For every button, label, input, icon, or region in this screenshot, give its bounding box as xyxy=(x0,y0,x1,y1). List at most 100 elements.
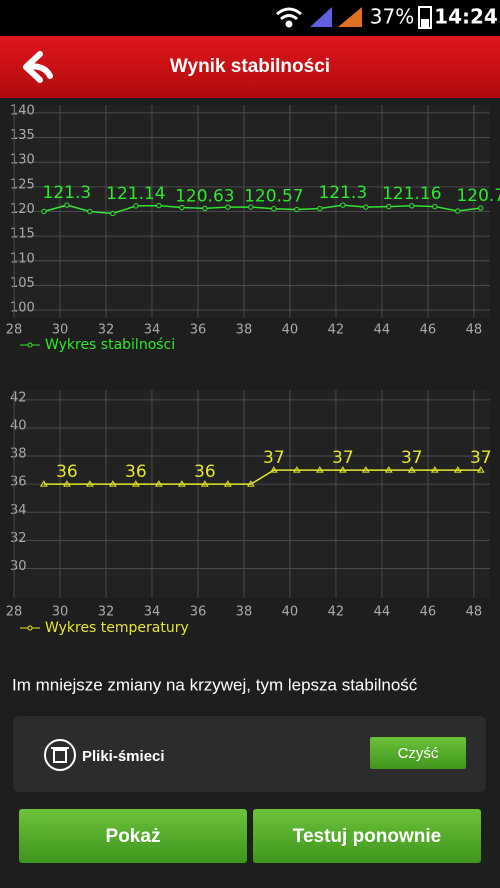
data-point xyxy=(248,204,254,210)
data-label: 121.16 xyxy=(382,184,441,204)
battery-icon xyxy=(418,6,432,29)
status-bar xyxy=(0,0,500,36)
x-tick-label: 46 xyxy=(420,605,437,620)
data-point xyxy=(430,466,439,473)
data-point xyxy=(269,466,278,473)
data-point xyxy=(386,203,392,210)
y-tick-label: 130 xyxy=(10,153,35,168)
data-point xyxy=(154,480,163,487)
y-tick-label: 140 xyxy=(10,103,35,118)
x-tick-label: 40 xyxy=(282,323,299,338)
retest-button-text: Testuj ponownie xyxy=(293,826,441,847)
header-title: Wynik stabilności xyxy=(170,56,330,77)
data-label: 120.63 xyxy=(175,186,234,206)
battery-level xyxy=(421,19,429,27)
x-tick-label: 34 xyxy=(144,323,161,338)
data-point xyxy=(361,466,370,473)
data-label: 37 xyxy=(470,448,492,468)
y-tick-label: 38 xyxy=(10,447,27,462)
x-tick-label: 38 xyxy=(236,605,253,620)
x-tick-label: 28 xyxy=(6,323,23,338)
data-point xyxy=(200,480,209,487)
data-point xyxy=(179,204,185,211)
data-line xyxy=(43,204,481,215)
data-point xyxy=(409,203,415,209)
data-label: 36 xyxy=(125,462,147,482)
data-label: 37 xyxy=(401,448,423,468)
data-point xyxy=(223,480,232,487)
data-point xyxy=(340,202,346,208)
data-point xyxy=(177,480,186,487)
hint-text: Im mniejsze zmiany na krzywej, tym lepsz… xyxy=(12,675,418,694)
x-tick-label: 44 xyxy=(374,323,391,338)
x-tick-label: 40 xyxy=(282,605,299,620)
y-tick-label: 135 xyxy=(10,128,35,143)
x-tick-label: 48 xyxy=(466,323,483,338)
y-tick-label: 100 xyxy=(10,301,35,316)
data-label: 36 xyxy=(56,462,78,482)
trash-icon xyxy=(44,739,76,771)
y-tick-label: 32 xyxy=(10,531,27,546)
data-label: 121.14 xyxy=(106,184,165,204)
wifi-icon xyxy=(276,7,302,28)
data-label: 121.3 xyxy=(43,183,92,203)
x-tick-label: 42 xyxy=(328,323,345,338)
x-tick-label: 30 xyxy=(52,323,69,338)
data-line xyxy=(43,469,481,485)
data-point xyxy=(41,208,47,215)
clock: 14:24 xyxy=(434,5,498,29)
data-point xyxy=(108,480,117,487)
data-point xyxy=(63,480,71,487)
header xyxy=(0,36,500,98)
plot-area xyxy=(14,390,490,598)
signal-icon xyxy=(310,7,332,27)
junk-panel xyxy=(13,716,486,792)
clean-button[interactable] xyxy=(370,737,466,769)
data-point xyxy=(86,480,94,487)
y-tick-label: 36 xyxy=(10,475,27,490)
data-point xyxy=(292,466,301,473)
data-point xyxy=(432,203,438,210)
signal-icon xyxy=(338,7,362,27)
x-tick-label: 32 xyxy=(98,605,115,620)
clean-button-text: Czyść xyxy=(398,745,439,762)
legend-marker xyxy=(27,625,33,631)
data-point xyxy=(202,205,208,212)
show-button[interactable] xyxy=(19,809,247,863)
x-tick-label: 34 xyxy=(144,605,161,620)
y-tick-label: 115 xyxy=(10,227,35,242)
x-tick-label: 46 xyxy=(420,323,437,338)
data-point xyxy=(87,208,93,215)
junk-label: Pliki-śmieci xyxy=(82,748,165,765)
data-label: 120.7 xyxy=(456,186,500,206)
data-point xyxy=(476,466,485,473)
data-label: 36 xyxy=(194,462,216,482)
y-tick-label: 30 xyxy=(10,559,27,574)
data-point xyxy=(363,204,369,210)
data-point xyxy=(246,480,255,487)
data-point xyxy=(453,466,462,473)
x-tick-label: 42 xyxy=(328,605,345,620)
x-tick-label: 48 xyxy=(466,605,483,620)
x-tick-label: 44 xyxy=(374,605,391,620)
data-point xyxy=(156,202,162,209)
legend-label: Wykres temperatury xyxy=(45,620,189,636)
data-point xyxy=(384,466,393,473)
data-point xyxy=(271,205,277,212)
data-point xyxy=(64,202,70,208)
x-tick-label: 38 xyxy=(236,323,253,338)
battery-text: 37% xyxy=(370,5,414,29)
y-tick-label: 120 xyxy=(10,202,35,217)
data-label: 121.3 xyxy=(318,183,367,203)
retest-button[interactable] xyxy=(253,809,481,863)
data-point xyxy=(338,466,347,473)
y-tick-label: 34 xyxy=(10,503,27,518)
data-point xyxy=(110,210,116,217)
data-point xyxy=(315,466,324,473)
data-point xyxy=(455,208,461,214)
x-tick-label: 30 xyxy=(52,605,69,620)
back-button[interactable] xyxy=(23,51,53,83)
data-point xyxy=(478,205,484,211)
